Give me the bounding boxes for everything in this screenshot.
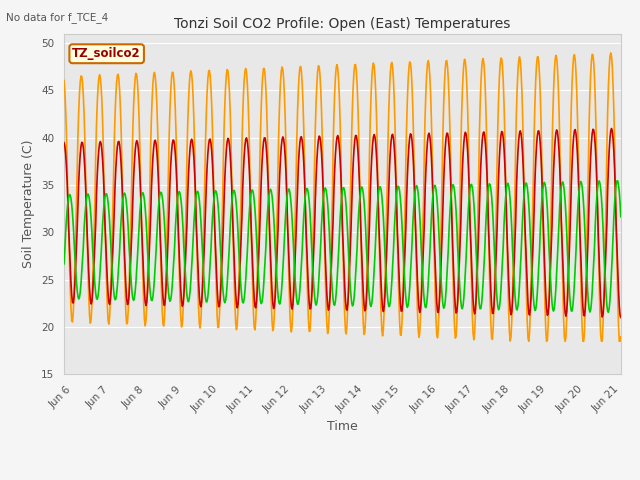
Title: Tonzi Soil CO2 Profile: Open (East) Temperatures: Tonzi Soil CO2 Profile: Open (East) Temp… (174, 17, 511, 31)
Text: TZ_soilco2: TZ_soilco2 (72, 47, 141, 60)
Y-axis label: Soil Temperature (C): Soil Temperature (C) (22, 140, 35, 268)
X-axis label: Time: Time (327, 420, 358, 433)
Legend: -2cm, -4cm, -8cm: -2cm, -4cm, -8cm (219, 475, 466, 480)
Text: No data for f_TCE_4: No data for f_TCE_4 (6, 12, 109, 23)
